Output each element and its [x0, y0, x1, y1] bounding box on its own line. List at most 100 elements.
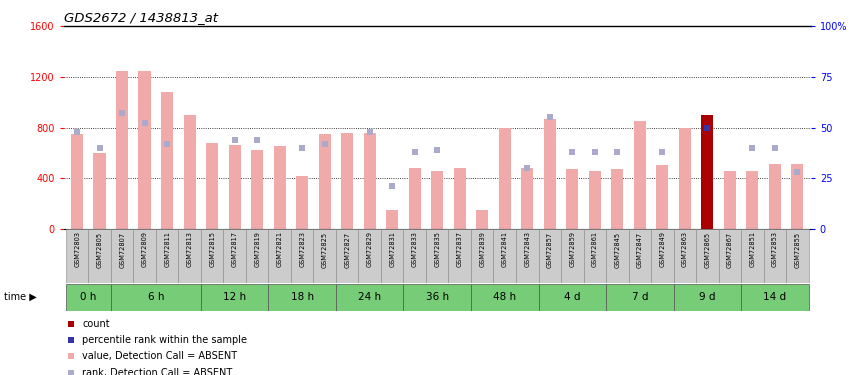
- Bar: [628, 229, 651, 283]
- Bar: [93, 153, 106, 229]
- Bar: [246, 229, 268, 283]
- Text: GSM72821: GSM72821: [277, 231, 283, 267]
- Bar: [313, 229, 336, 283]
- Text: GSM72803: GSM72803: [74, 231, 80, 267]
- Text: rank, Detection Call = ABSENT: rank, Detection Call = ABSENT: [82, 368, 233, 375]
- Bar: [543, 118, 556, 229]
- Bar: [381, 229, 403, 283]
- Bar: [206, 143, 218, 229]
- Bar: [156, 229, 178, 283]
- Bar: [768, 164, 781, 229]
- Bar: [138, 70, 151, 229]
- Text: 7 d: 7 d: [632, 292, 648, 302]
- Text: GSM72807: GSM72807: [119, 231, 125, 268]
- Bar: [493, 229, 516, 283]
- Bar: [583, 229, 606, 283]
- Text: GSM72835: GSM72835: [434, 231, 441, 267]
- Bar: [606, 229, 628, 283]
- Bar: [88, 229, 111, 283]
- Bar: [561, 229, 583, 283]
- Bar: [431, 171, 443, 229]
- Text: GSM72851: GSM72851: [750, 231, 756, 267]
- Text: 9 d: 9 d: [699, 292, 716, 302]
- Bar: [273, 147, 286, 229]
- Text: GSM72825: GSM72825: [322, 231, 328, 268]
- Bar: [296, 176, 308, 229]
- Text: GSM72839: GSM72839: [479, 231, 486, 267]
- Text: GDS2672 / 1438813_at: GDS2672 / 1438813_at: [64, 11, 217, 24]
- Bar: [476, 210, 488, 229]
- Text: GSM72853: GSM72853: [772, 231, 778, 267]
- Bar: [656, 165, 668, 229]
- Text: 24 h: 24 h: [358, 292, 381, 302]
- Text: GSM72855: GSM72855: [795, 231, 801, 268]
- Bar: [453, 168, 466, 229]
- Bar: [318, 134, 331, 229]
- Bar: [673, 284, 741, 310]
- Bar: [566, 169, 578, 229]
- Text: GSM72847: GSM72847: [637, 231, 643, 268]
- Bar: [633, 121, 646, 229]
- Bar: [66, 284, 111, 310]
- Text: 12 h: 12 h: [223, 292, 246, 302]
- Text: percentile rank within the sample: percentile rank within the sample: [82, 335, 247, 345]
- Text: 4 d: 4 d: [564, 292, 581, 302]
- Bar: [786, 229, 808, 283]
- Text: time ▶: time ▶: [4, 292, 37, 302]
- Text: 18 h: 18 h: [290, 292, 314, 302]
- Bar: [178, 229, 201, 283]
- Bar: [701, 115, 713, 229]
- Bar: [268, 229, 291, 283]
- Bar: [741, 229, 763, 283]
- Bar: [448, 229, 471, 283]
- Text: GSM72829: GSM72829: [367, 231, 373, 267]
- Bar: [408, 168, 421, 229]
- Text: GSM72867: GSM72867: [727, 231, 733, 268]
- Text: GSM72831: GSM72831: [389, 231, 396, 267]
- Text: GSM72861: GSM72861: [592, 231, 598, 267]
- Bar: [111, 229, 133, 283]
- Bar: [723, 171, 736, 229]
- Text: GSM72833: GSM72833: [412, 231, 418, 267]
- Text: GSM72837: GSM72837: [457, 231, 463, 267]
- Text: GSM72823: GSM72823: [299, 231, 305, 267]
- Text: GSM72805: GSM72805: [97, 231, 103, 268]
- Bar: [386, 210, 398, 229]
- Bar: [358, 229, 381, 283]
- Bar: [341, 133, 353, 229]
- Bar: [363, 133, 376, 229]
- Bar: [71, 134, 83, 229]
- Bar: [426, 229, 448, 283]
- Text: value, Detection Call = ABSENT: value, Detection Call = ABSENT: [82, 351, 238, 361]
- Text: GSM72819: GSM72819: [254, 231, 260, 267]
- Bar: [588, 171, 601, 229]
- Bar: [111, 284, 201, 310]
- Text: GSM72849: GSM72849: [660, 231, 666, 267]
- Bar: [403, 284, 471, 310]
- Bar: [746, 171, 758, 229]
- Text: GSM72859: GSM72859: [570, 231, 576, 267]
- Bar: [521, 168, 533, 229]
- Bar: [471, 284, 538, 310]
- Text: GSM72817: GSM72817: [232, 231, 238, 267]
- Bar: [696, 229, 718, 283]
- Bar: [291, 229, 313, 283]
- Text: GSM72865: GSM72865: [705, 231, 711, 268]
- Text: 6 h: 6 h: [148, 292, 164, 302]
- Text: GSM72809: GSM72809: [142, 231, 148, 267]
- Bar: [66, 229, 88, 283]
- Bar: [611, 169, 623, 229]
- Bar: [403, 229, 426, 283]
- Text: GSM72815: GSM72815: [209, 231, 215, 267]
- Bar: [763, 229, 786, 283]
- Text: 36 h: 36 h: [425, 292, 449, 302]
- Text: GSM72845: GSM72845: [615, 231, 621, 268]
- Bar: [223, 229, 246, 283]
- Bar: [791, 164, 803, 229]
- Bar: [538, 229, 561, 283]
- Bar: [161, 92, 173, 229]
- Bar: [201, 229, 223, 283]
- Text: 0 h: 0 h: [81, 292, 97, 302]
- Text: 48 h: 48 h: [493, 292, 516, 302]
- Bar: [471, 229, 493, 283]
